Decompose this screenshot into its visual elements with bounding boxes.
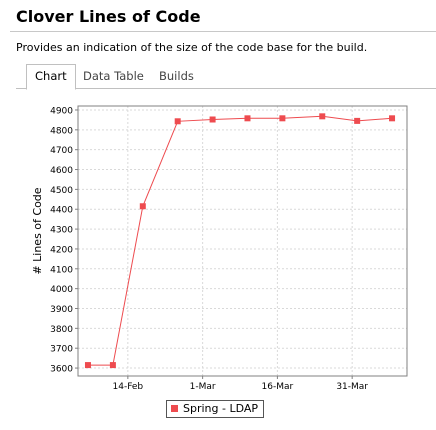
tab-data-table[interactable]: Data Table [83,69,144,83]
page-description: Provides an indication of the size of th… [16,41,368,54]
data-point [84,362,91,369]
title-divider [10,31,436,32]
legend-swatch-spring-ldap [171,404,178,412]
y-tick-label: 3600 [50,365,73,375]
data-point [354,117,361,124]
y-tick-label: 4100 [50,265,73,275]
y-tick-label: 3700 [50,345,73,355]
data-point [139,203,146,210]
y-tick-label: 4300 [50,226,73,236]
chart-legend: Spring - LDAP [166,400,265,418]
tab-chart[interactable]: Chart [26,64,76,90]
legend-label-spring-ldap: Spring - LDAP [183,402,259,415]
data-point [174,118,181,125]
tick-labels: 3600 3700 3800 3900 4000 4100 4200 4300 4400 4500… [50,106,368,392]
data-point [209,116,216,123]
y-tick-label: 4000 [50,285,73,295]
y-tick-label: 3800 [50,325,73,335]
y-tick-label: 4500 [50,186,73,196]
data-point [109,362,116,369]
plot-border [77,105,408,377]
y-tick-label: 4600 [50,166,73,176]
y-tick-label: 4400 [50,206,73,216]
x-tick-label: 16-Mar [262,382,294,392]
tab-divider [16,88,436,89]
x-tick-label: 1-Mar [190,382,216,392]
x-tick-label: 31-Mar [336,382,368,392]
y-axis-label: # Lines of Code [31,187,44,274]
y-tick-label: 4800 [50,126,73,136]
tab-builds[interactable]: Builds [159,69,194,83]
series-spring-ldap [84,113,396,369]
y-tick-label: 4900 [50,106,73,116]
lines-of-code-chart: 3600 3700 3800 3900 4000 4100 4200 4300 4400 4500… [31,105,408,392]
data-point [319,113,326,120]
y-tick-label: 4200 [50,245,73,255]
x-tick-label: 14-Feb [113,382,144,392]
y-tick-label: 4700 [50,146,73,156]
series-line [88,115,393,366]
y-tick-label: 3900 [50,305,73,315]
axes [75,105,408,379]
grid-lines [78,106,407,376]
data-point [389,115,396,122]
data-point [279,115,286,122]
data-point [244,115,251,122]
page-title: Clover Lines of Code [16,7,201,26]
